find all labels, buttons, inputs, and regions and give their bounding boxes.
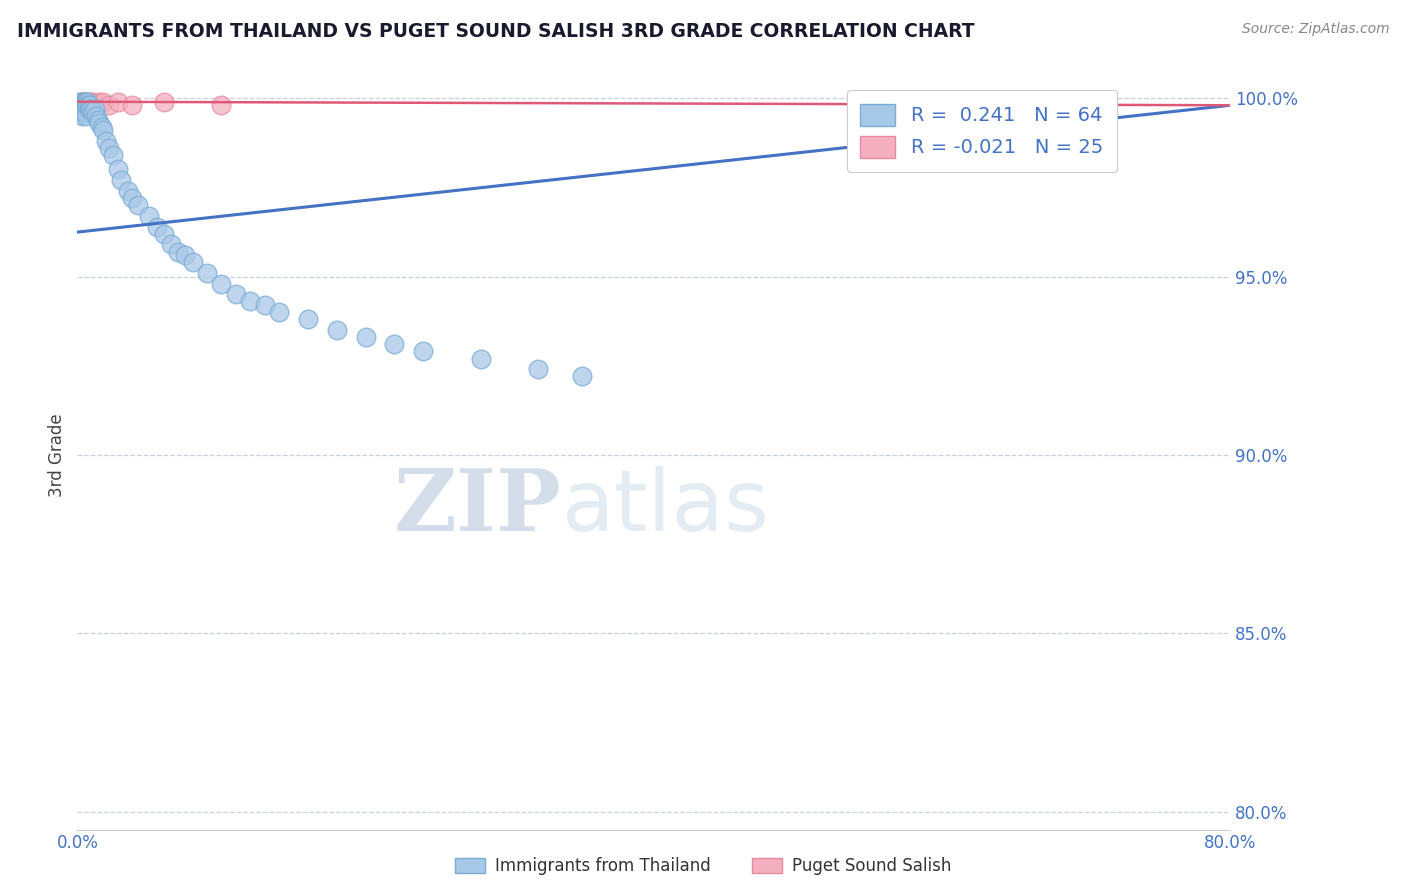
Point — [145, 219, 167, 234]
Point — [96, 134, 118, 148]
Point — [225, 287, 247, 301]
Point — [69, 98, 91, 112]
Text: Source: ZipAtlas.com: Source: ZipAtlas.com — [1241, 22, 1389, 37]
Point — [98, 141, 121, 155]
Point — [69, 95, 91, 109]
Point — [239, 294, 262, 309]
Text: atlas: atlas — [561, 466, 769, 549]
Point — [75, 95, 97, 109]
Point — [174, 248, 197, 262]
Point — [297, 312, 319, 326]
Point — [69, 98, 91, 112]
Point — [70, 109, 93, 123]
Point — [76, 95, 98, 109]
Point — [267, 305, 291, 319]
Point — [82, 95, 104, 109]
Point — [1076, 95, 1098, 109]
Point — [75, 105, 97, 120]
Point — [91, 123, 114, 137]
Point — [91, 95, 114, 109]
Point — [117, 184, 139, 198]
Y-axis label: 3rd Grade: 3rd Grade — [48, 413, 66, 497]
Point — [70, 98, 93, 112]
Point — [75, 95, 97, 109]
Point — [127, 198, 149, 212]
Point — [73, 95, 96, 109]
Point — [76, 95, 98, 109]
Point — [167, 244, 190, 259]
Point — [103, 148, 125, 162]
Point — [75, 98, 97, 112]
Point — [110, 173, 132, 187]
Point — [82, 105, 104, 120]
Point — [77, 102, 100, 116]
Point — [470, 351, 492, 366]
Point — [69, 102, 91, 116]
Point — [73, 95, 96, 109]
Point — [153, 95, 174, 109]
Point — [73, 105, 96, 120]
Point — [72, 102, 94, 116]
Point — [77, 98, 100, 112]
Point — [70, 105, 93, 120]
Point — [160, 237, 183, 252]
Point — [75, 109, 97, 123]
Point — [75, 98, 97, 112]
Point — [73, 98, 96, 112]
Point — [79, 95, 101, 109]
Point — [77, 98, 100, 112]
Point — [79, 98, 101, 112]
Point — [195, 266, 218, 280]
Text: ZIP: ZIP — [394, 466, 561, 549]
Point — [87, 116, 110, 130]
Point — [72, 98, 94, 112]
Point — [527, 362, 550, 376]
Point — [83, 98, 105, 112]
Point — [84, 109, 107, 123]
Point — [211, 98, 233, 112]
Point — [121, 191, 143, 205]
Legend: R =  0.241   N = 64, R = -0.021   N = 25: R = 0.241 N = 64, R = -0.021 N = 25 — [846, 90, 1116, 172]
Point — [79, 102, 101, 116]
Point — [382, 337, 406, 351]
Legend: Immigrants from Thailand, Puget Sound Salish: Immigrants from Thailand, Puget Sound Sa… — [449, 851, 957, 882]
Point — [86, 112, 108, 127]
Point — [98, 98, 121, 112]
Point — [87, 95, 110, 109]
Point — [70, 102, 93, 116]
Point — [72, 105, 94, 120]
Point — [181, 255, 204, 269]
Point — [73, 98, 96, 112]
Point — [107, 162, 129, 177]
Point — [90, 120, 112, 134]
Point — [69, 95, 91, 109]
Point — [70, 95, 93, 109]
Point — [70, 95, 93, 109]
Point — [121, 98, 143, 112]
Point — [412, 344, 434, 359]
Point — [80, 98, 103, 112]
Point — [75, 102, 97, 116]
Point — [211, 277, 233, 291]
Point — [107, 95, 129, 109]
Point — [72, 95, 94, 109]
Text: IMMIGRANTS FROM THAILAND VS PUGET SOUND SALISH 3RD GRADE CORRELATION CHART: IMMIGRANTS FROM THAILAND VS PUGET SOUND … — [17, 22, 974, 41]
Point — [571, 369, 593, 384]
Point — [325, 323, 349, 337]
Point — [83, 102, 105, 116]
Point — [253, 298, 276, 312]
Point — [73, 102, 96, 116]
Point — [138, 209, 160, 223]
Point — [873, 95, 896, 109]
Point — [72, 98, 94, 112]
Point — [153, 227, 174, 241]
Point — [72, 95, 94, 109]
Point — [80, 102, 103, 116]
Point — [70, 98, 93, 112]
Point — [76, 98, 98, 112]
Point — [354, 330, 377, 344]
